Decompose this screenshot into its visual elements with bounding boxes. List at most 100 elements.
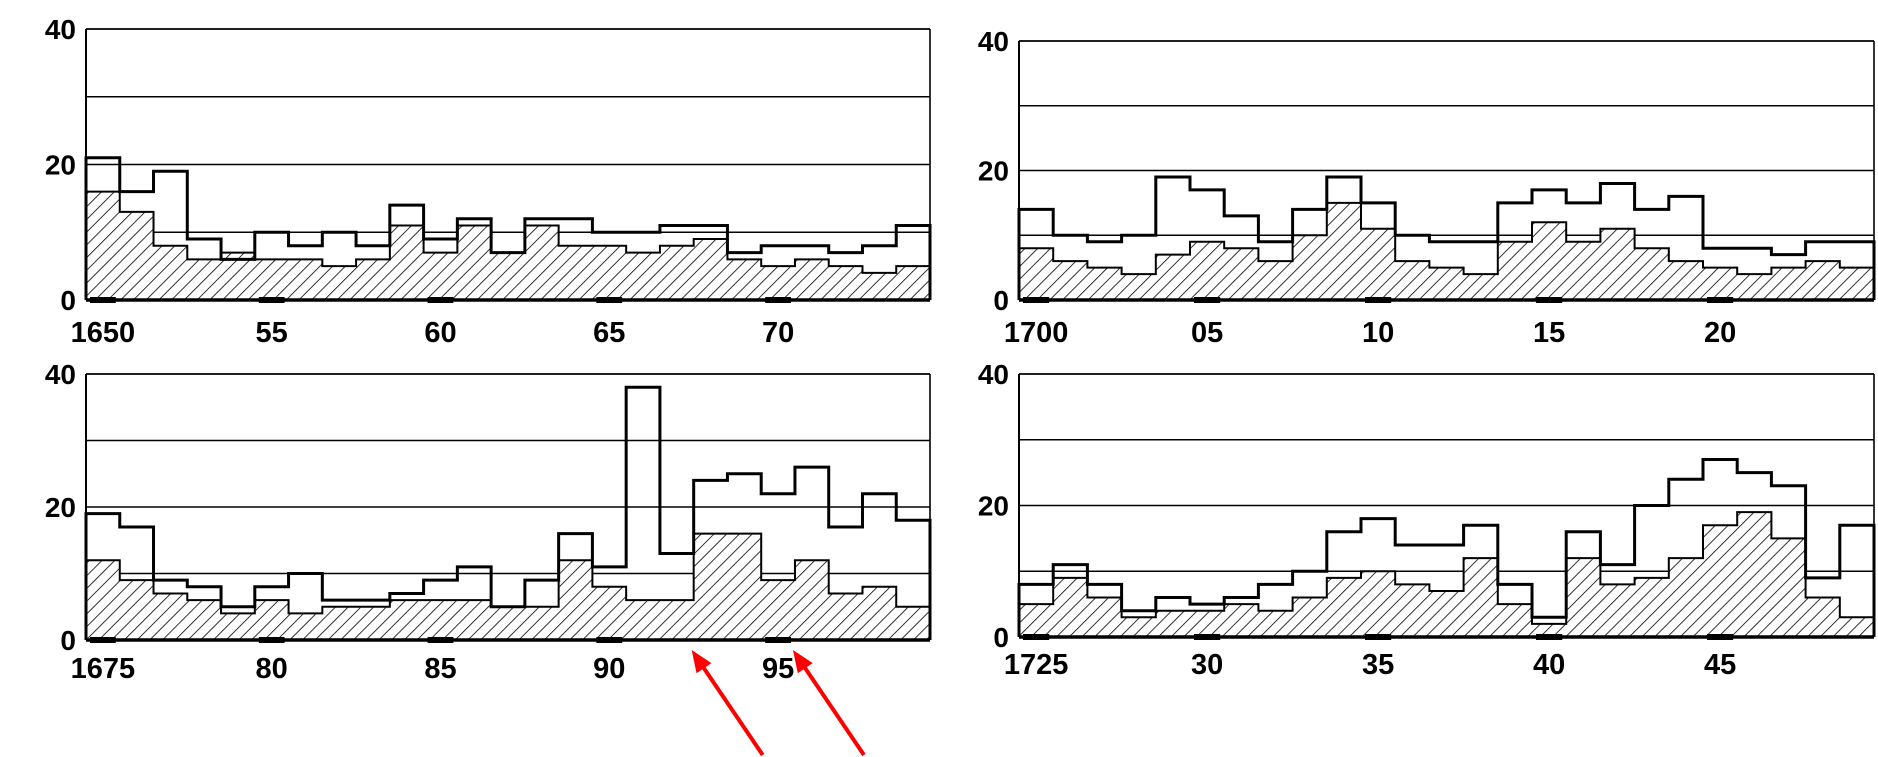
hatched-bar-1734 [1326, 577, 1362, 637]
hatched-bar-1670 [761, 266, 796, 300]
hatched-bar-1697 [828, 593, 863, 640]
annotation-arrows [691, 650, 866, 757]
x-tick-mark-1700 [1023, 297, 1050, 303]
x-tick-label-1745: 45 [1704, 649, 1736, 681]
hatched-bar-1710 [1361, 228, 1396, 300]
x-tick-mark-1670 [765, 297, 791, 303]
hatched-bar-1655 [254, 259, 290, 300]
hatched-bar-1684 [389, 600, 425, 640]
hatched-bar-1748 [1805, 597, 1841, 637]
chart-panel-1675-1700: 0 20 40 1675 80 85 90 95 [45, 359, 932, 685]
hatched-bar-1665 [592, 245, 627, 300]
x-tick-label-1735: 35 [1362, 649, 1394, 681]
y-tick-label-20: 20 [978, 156, 1009, 187]
hatched-bar-1720 [1703, 267, 1738, 300]
hatched-bar-1711 [1395, 261, 1430, 300]
hatched-bar-1707 [1258, 261, 1294, 300]
hatched-bar-1735 [1361, 571, 1396, 637]
hatched-bar-1731 [1224, 604, 1259, 637]
hatched-bar-1704 [1155, 254, 1191, 300]
hatched-bar-1653 [187, 259, 222, 300]
x-tick-label-1655: 55 [256, 317, 288, 349]
hatched-bar-1686 [457, 600, 492, 640]
hatched-bar-1678 [187, 600, 222, 640]
hatched-bar-1744 [1668, 558, 1704, 637]
hatched-bar-1733 [1292, 597, 1328, 637]
red-arrow-2 [797, 657, 866, 757]
x-tick-mark-1745 [1707, 634, 1734, 640]
y-tick-label-0: 0 [993, 622, 1009, 653]
hatched-bar-1745 [1703, 525, 1738, 637]
hatched-bar-1712 [1429, 267, 1465, 300]
hatched-bar-1687 [491, 606, 526, 640]
x-tick-mark-1715 [1536, 297, 1563, 303]
x-tick-mark-1735 [1365, 634, 1392, 640]
hatched-bar-1702 [1087, 267, 1123, 300]
hatched-bar-1661 [457, 225, 492, 300]
hatched-bar-1656 [288, 259, 323, 300]
x-tick-label-1665: 65 [593, 317, 625, 349]
x-tick-label-1660: 60 [424, 317, 456, 349]
hatched-bar-1726 [1053, 577, 1088, 637]
hatched-bar-1690 [592, 586, 627, 640]
hatched-bar-1714 [1497, 241, 1533, 300]
x-tick-mark-1665 [596, 297, 623, 303]
y-tick-label-0: 0 [60, 625, 76, 656]
hatched-bar-1741 [1566, 558, 1601, 637]
hatched-bar-1676 [119, 580, 155, 640]
hatched-bar-1716 [1566, 241, 1601, 300]
hatched-bar-1718 [1634, 248, 1670, 300]
hatched-bar-1739 [1497, 604, 1533, 637]
hatched-bar-1662 [491, 252, 526, 300]
hatched-bar-1695 [761, 580, 796, 640]
y-tick-label-0: 0 [60, 285, 76, 316]
x-tick-mark-1660 [427, 297, 454, 303]
hatched-bar-1671 [794, 259, 830, 300]
red-arrow-1 [696, 657, 765, 757]
hatched-bar-1701 [1053, 261, 1088, 300]
hatched-bar-1652 [153, 245, 188, 300]
x-tick-label-1720: 20 [1704, 317, 1736, 349]
x-tick-mark-1725 [1023, 634, 1050, 640]
x-tick-label-1650: 1650 [71, 317, 136, 349]
hatched-bar-1667 [659, 245, 695, 300]
x-tick-mark-1690 [596, 637, 623, 643]
hatched-bar-1692 [659, 600, 695, 640]
hatched-bar-1743 [1634, 577, 1670, 637]
x-tick-mark-1650 [90, 297, 116, 303]
y-tick-label-40: 40 [45, 359, 76, 390]
hatched-bar-1680 [254, 600, 290, 640]
hatched-bar-1700 [1019, 248, 1054, 300]
hatched-bar-1660 [423, 252, 458, 300]
x-tick-label-1680: 80 [256, 653, 288, 685]
hatched-bar-1736 [1395, 584, 1430, 637]
y-tick-label-0: 0 [993, 285, 1009, 316]
y-tick-label-20: 20 [45, 150, 76, 181]
hatched-bar-1749 [1839, 617, 1875, 637]
chart-panel-1725-1750: 0 20 40 1725 30 35 40 45 [978, 359, 1876, 681]
x-tick-label-1685: 85 [424, 653, 456, 685]
hatched-bar-1658 [356, 259, 391, 300]
hatched-bar-1729 [1155, 610, 1191, 637]
x-tick-label-1715: 15 [1533, 317, 1565, 349]
x-tick-label-1705: 05 [1191, 317, 1223, 349]
hatched-bar-1742 [1600, 584, 1636, 637]
hatched-bar-1708 [1292, 235, 1328, 300]
x-tick-mark-1710 [1365, 297, 1392, 303]
x-tick-mark-1655 [258, 297, 285, 303]
outline-series-step [1017, 457, 1876, 637]
x-tick-mark-1705 [1194, 297, 1221, 303]
hatched-bar-1659 [389, 225, 425, 300]
hatched-bar-1664 [558, 245, 593, 300]
hatched-bar-1740 [1532, 623, 1567, 637]
hatched-bar-1685 [423, 600, 458, 640]
outline-series-step [84, 156, 932, 300]
hatched-bar-1746 [1737, 512, 1772, 637]
x-tick-mark-1740 [1536, 634, 1563, 640]
hatched-bar-1683 [356, 606, 391, 640]
hatched-bar-1666 [626, 252, 661, 300]
hatched-bar-1724 [1839, 267, 1875, 300]
hatched-bar-1672 [828, 266, 863, 300]
hatched-bar-1679 [221, 613, 256, 640]
